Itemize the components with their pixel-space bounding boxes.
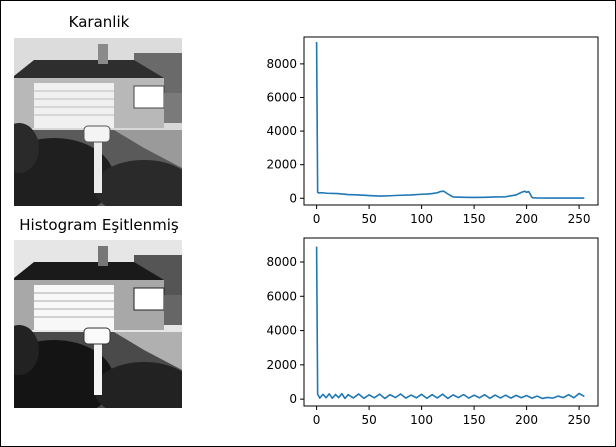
y-tick-label: 2000 — [266, 158, 297, 172]
x-tick-label: 50 — [361, 212, 376, 226]
axes-frame-1 — [303, 237, 599, 407]
x-tick-label: 0 — [313, 212, 321, 226]
x-tick-label: 100 — [410, 212, 433, 226]
y-tick-label: 6000 — [266, 289, 297, 303]
bottom-image-title: Histogram Eşitlenmiş — [19, 216, 179, 234]
x-tick-label: 150 — [463, 212, 486, 226]
histogram-chart-0: 0 50 100 150 200 250 0 2000 4000 6000 8000 — [266, 36, 599, 226]
x-tick-label: 200 — [515, 413, 538, 427]
y-tick-label: 6000 — [266, 90, 297, 104]
x-tick-label: 150 — [463, 413, 486, 427]
y-tick-label: 0 — [289, 392, 297, 406]
x-tick-label: 200 — [515, 212, 538, 226]
axes-frame-0 — [303, 36, 599, 206]
y-tick-label: 8000 — [266, 255, 297, 269]
top-image-title: Karanlik — [68, 13, 130, 31]
x-tick-label: 100 — [410, 413, 433, 427]
x-tick-label: 250 — [568, 413, 591, 427]
x-tick-label: 250 — [568, 212, 591, 226]
y-tick-label: 8000 — [266, 57, 297, 71]
histogram-line-1 — [315, 246, 585, 400]
histogram-chart-1: 0 50 100 150 200 250 0 2000 4000 6000 8000 — [266, 237, 599, 427]
y-tick-label: 2000 — [266, 358, 297, 372]
house-photo-dark — [14, 38, 182, 206]
y-tick-label: 0 — [289, 191, 297, 205]
histogram-line-0 — [315, 42, 585, 199]
y-tick-label: 4000 — [266, 124, 297, 138]
x-tick-label: 50 — [361, 413, 376, 427]
y-tick-label: 4000 — [266, 324, 297, 338]
x-tick-label: 0 — [313, 413, 321, 427]
house-photo-equalized — [14, 240, 182, 408]
